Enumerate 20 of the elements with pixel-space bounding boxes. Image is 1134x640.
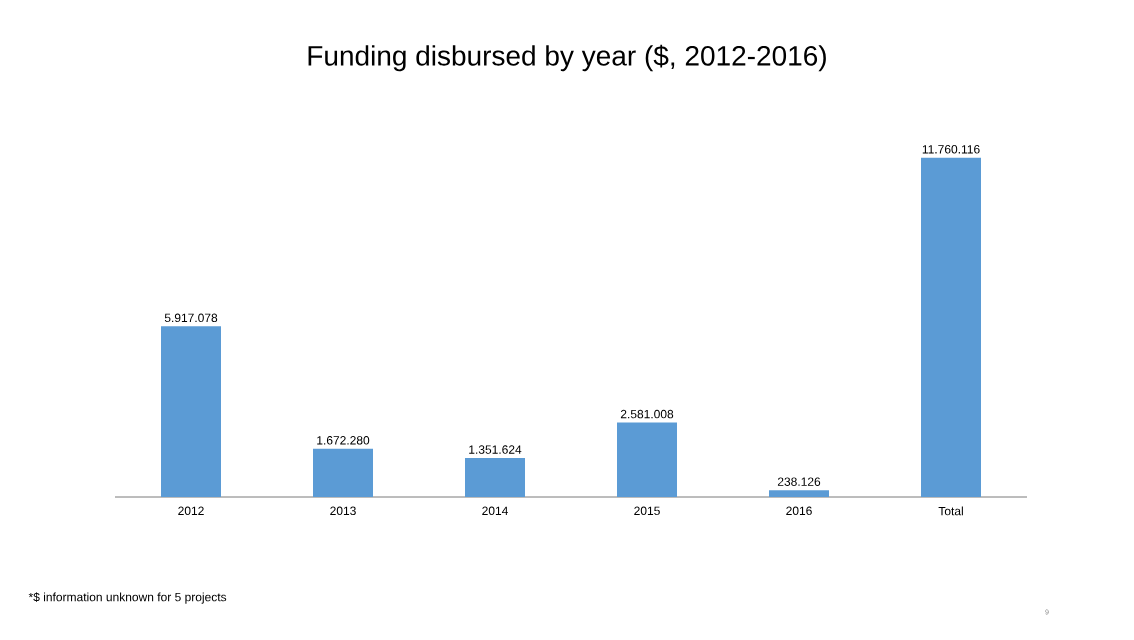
data-label: 1.672.280: [317, 436, 370, 445]
data-label: 5.917.078: [164, 313, 218, 323]
bar: [921, 157, 982, 497]
x-tick-label: 2014: [482, 506, 508, 516]
bar: [313, 448, 373, 497]
x-tick-label: Total: [938, 506, 963, 516]
text: *$ information unknown for 5 projects: [28, 592, 227, 604]
x-tick-label: 2016: [786, 506, 812, 516]
x-tick-label: 2013: [330, 506, 356, 516]
bar: [161, 326, 221, 497]
data-label: 238.126: [777, 477, 821, 486]
data-label: 11.760.116: [922, 145, 980, 154]
data-label: 1.351.624: [469, 445, 522, 454]
x-tick-label: 2012: [178, 506, 204, 516]
bar: [465, 458, 526, 497]
bar: [769, 490, 829, 497]
chart-title: Funding disbursed by year ($, 2012-2016): [308, 44, 826, 72]
x-tick-label: 2015: [634, 506, 660, 516]
data-label: 2.581.008: [620, 409, 674, 419]
bar: [617, 422, 678, 497]
